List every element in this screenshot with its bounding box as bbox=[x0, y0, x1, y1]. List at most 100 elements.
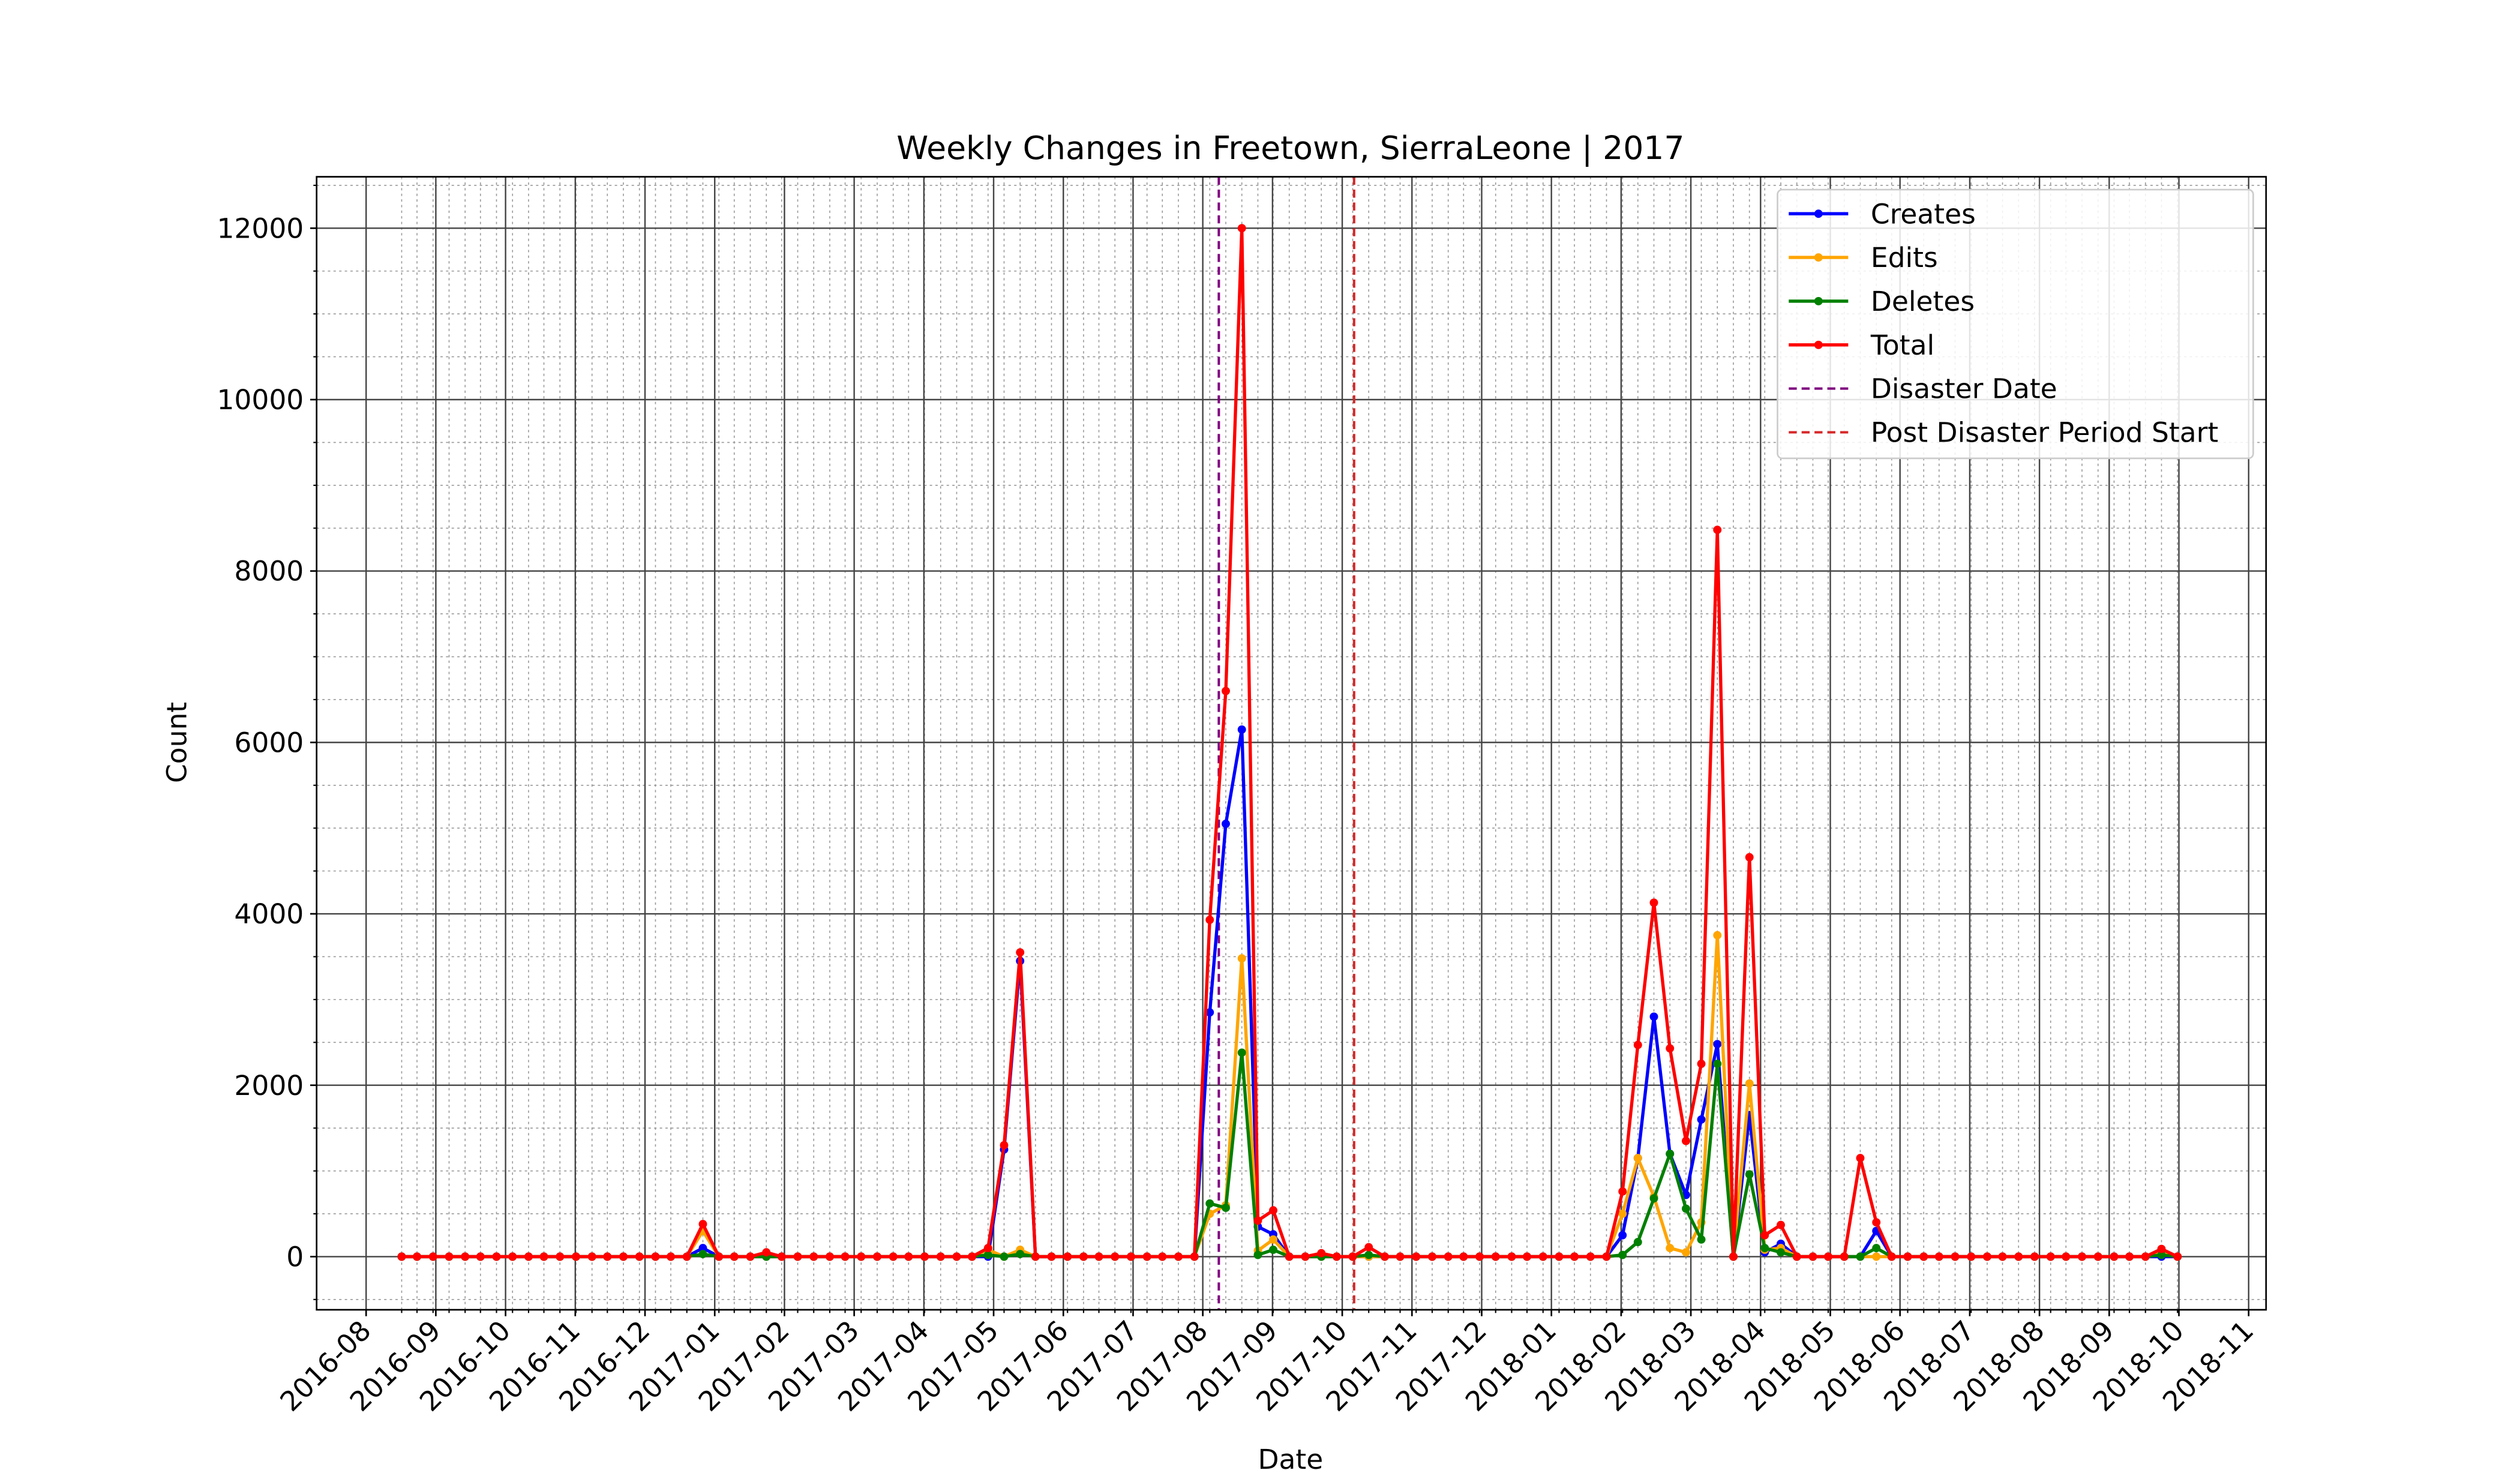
legend-label: Edits bbox=[1871, 242, 1938, 274]
data-point bbox=[983, 1244, 992, 1253]
data-point bbox=[1697, 1115, 1706, 1124]
data-point bbox=[983, 1250, 992, 1259]
data-point bbox=[461, 1252, 470, 1261]
data-point bbox=[1633, 1040, 1642, 1049]
data-point bbox=[2062, 1252, 2071, 1261]
y-tick-label: 2000 bbox=[234, 1070, 304, 1102]
y-tick-label: 8000 bbox=[234, 556, 304, 587]
data-point bbox=[651, 1252, 660, 1261]
data-point bbox=[1031, 1252, 1040, 1261]
data-point bbox=[1666, 1044, 1675, 1053]
data-point bbox=[889, 1252, 898, 1261]
data-point bbox=[698, 1244, 707, 1253]
data-point bbox=[1428, 1252, 1436, 1261]
data-point bbox=[1000, 1252, 1009, 1261]
data-point bbox=[1666, 1244, 1675, 1253]
x-axis-label: Date bbox=[1258, 1444, 1323, 1470]
data-point bbox=[1856, 1154, 1865, 1163]
data-point bbox=[397, 1252, 406, 1261]
data-point bbox=[428, 1252, 437, 1261]
data-point bbox=[603, 1252, 612, 1261]
data-point bbox=[1713, 526, 1722, 535]
data-point bbox=[492, 1252, 501, 1261]
data-point bbox=[1777, 1248, 1785, 1257]
data-point bbox=[777, 1252, 786, 1261]
data-point bbox=[698, 1220, 707, 1229]
data-point bbox=[1222, 1204, 1230, 1212]
data-point bbox=[1475, 1252, 1484, 1261]
data-point bbox=[809, 1252, 818, 1261]
data-point bbox=[968, 1252, 976, 1261]
data-point bbox=[1142, 1252, 1151, 1261]
plot-frame bbox=[316, 176, 2267, 1311]
data-point bbox=[762, 1248, 771, 1257]
data-point bbox=[2157, 1244, 2166, 1253]
data-point bbox=[635, 1252, 644, 1261]
data-point bbox=[1016, 1250, 1025, 1259]
legend-label: Disaster Date bbox=[1871, 373, 2057, 405]
data-point bbox=[825, 1252, 834, 1261]
data-point bbox=[2157, 1250, 2166, 1259]
data-point bbox=[2014, 1252, 2023, 1261]
legend-marker bbox=[1814, 296, 1823, 305]
data-point bbox=[1697, 1060, 1706, 1068]
data-point bbox=[1586, 1252, 1595, 1261]
data-point bbox=[1079, 1252, 1088, 1261]
data-point bbox=[1697, 1235, 1706, 1244]
data-point bbox=[2078, 1252, 2086, 1261]
data-point bbox=[1538, 1252, 1547, 1261]
data-point bbox=[1396, 1252, 1405, 1261]
data-point bbox=[1253, 1250, 1262, 1259]
data-point bbox=[1887, 1252, 1896, 1261]
data-point bbox=[1681, 1204, 1690, 1213]
data-point bbox=[1174, 1252, 1183, 1261]
data-point bbox=[841, 1252, 850, 1261]
data-point bbox=[952, 1252, 961, 1261]
data-point bbox=[1808, 1252, 1817, 1261]
data-point bbox=[1618, 1231, 1627, 1240]
data-point bbox=[1205, 1008, 1214, 1017]
data-point bbox=[1633, 1238, 1642, 1247]
data-point bbox=[1760, 1244, 1769, 1253]
data-point bbox=[1903, 1252, 1912, 1261]
data-point bbox=[857, 1252, 866, 1261]
data-point bbox=[1713, 931, 1722, 940]
data-point bbox=[1840, 1252, 1849, 1261]
data-point bbox=[587, 1252, 596, 1261]
data-point bbox=[746, 1252, 755, 1261]
data-point bbox=[508, 1252, 517, 1261]
data-point bbox=[1649, 898, 1658, 907]
data-point bbox=[1713, 1040, 1722, 1049]
data-point bbox=[1222, 686, 1230, 695]
data-point bbox=[1412, 1252, 1421, 1261]
data-point bbox=[1190, 1252, 1199, 1261]
data-point bbox=[619, 1252, 628, 1261]
data-point bbox=[1745, 1079, 1754, 1088]
data-point bbox=[1222, 820, 1230, 829]
legend-label: Deletes bbox=[1871, 286, 1975, 317]
data-point bbox=[1633, 1154, 1642, 1163]
data-point bbox=[1301, 1252, 1310, 1261]
data-point bbox=[1967, 1252, 1976, 1261]
data-point bbox=[2141, 1252, 2150, 1261]
data-point bbox=[1618, 1210, 1627, 1218]
data-point bbox=[1459, 1252, 1468, 1261]
data-point bbox=[2125, 1252, 2134, 1261]
data-point bbox=[1745, 853, 1754, 862]
y-tick-label: 6000 bbox=[234, 727, 304, 758]
y-axis-label: Count bbox=[161, 702, 193, 783]
chart-title: Weekly Changes in Freetown, SierraLeone … bbox=[896, 129, 1684, 167]
data-point bbox=[556, 1252, 565, 1261]
data-point bbox=[1919, 1252, 1928, 1261]
data-point bbox=[1444, 1252, 1453, 1261]
data-point bbox=[2173, 1252, 2182, 1261]
data-point bbox=[2030, 1252, 2039, 1261]
data-point bbox=[1253, 1216, 1262, 1225]
data-point bbox=[445, 1252, 454, 1261]
data-point bbox=[1982, 1252, 1991, 1261]
legend-marker bbox=[1814, 340, 1823, 349]
data-point bbox=[1364, 1250, 1373, 1259]
data-point bbox=[1951, 1252, 1960, 1261]
data-point bbox=[698, 1250, 707, 1259]
data-point bbox=[1094, 1252, 1103, 1261]
